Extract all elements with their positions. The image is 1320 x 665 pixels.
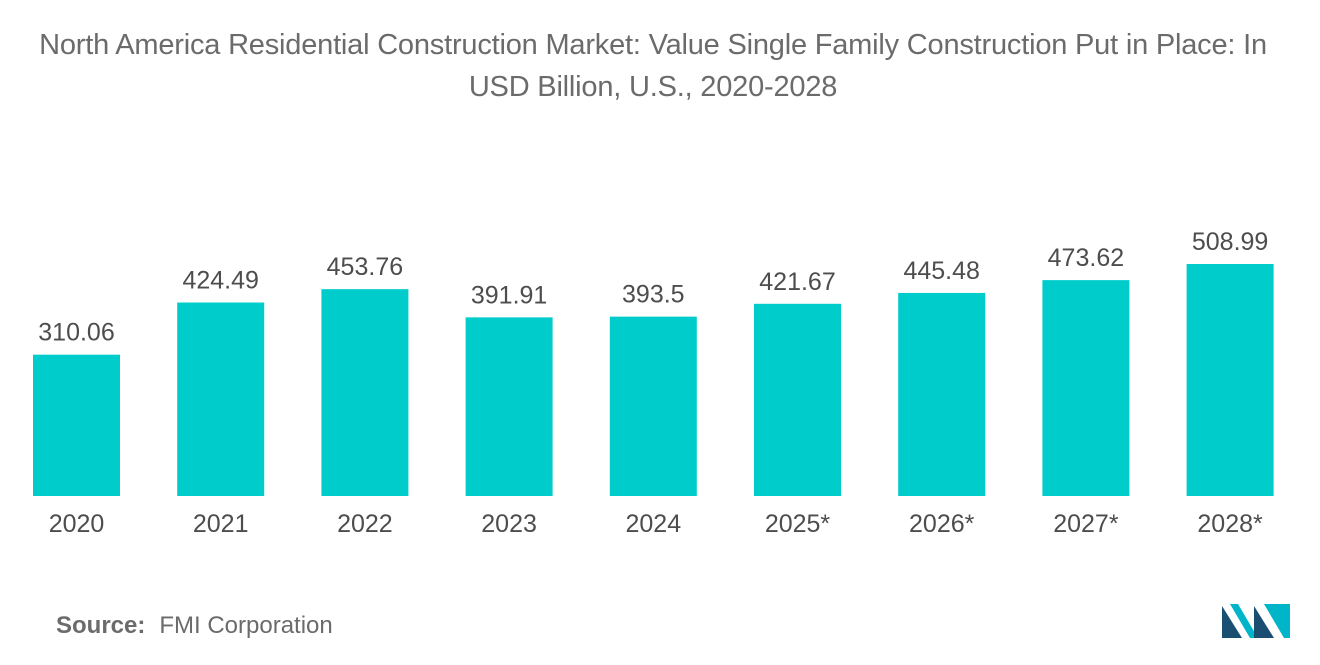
source-note: Source: FMI Corporation bbox=[56, 612, 333, 640]
bar-2024 bbox=[609, 316, 697, 496]
data-label-2024: 393.5 bbox=[622, 281, 685, 309]
x-tick-label-2023: 2023 bbox=[481, 510, 537, 538]
logo-shape-mid2 bbox=[1254, 606, 1274, 638]
x-tick-label-2025-forecast: 2025* bbox=[765, 510, 831, 538]
x-tick-label-2020: 2020 bbox=[49, 510, 105, 538]
bar-chart: 310.06 2020 424.49 2021 453.76 2022 391.91 2023… bbox=[33, 228, 1274, 538]
x-tick-label-2026-forecast: 2026* bbox=[909, 510, 975, 538]
bar-2028-forecast bbox=[1186, 264, 1274, 496]
bar-2025-forecast bbox=[754, 303, 841, 496]
source-text: FMI Corporation bbox=[159, 612, 333, 639]
bar-2026-forecast bbox=[898, 292, 986, 496]
bar-2020 bbox=[33, 354, 120, 496]
data-label-2022: 453.76 bbox=[327, 253, 403, 281]
logo-shape-mid bbox=[1230, 604, 1258, 638]
data-label-2028-forecast: 508.99 bbox=[1192, 228, 1268, 256]
x-tick-label-2027-forecast: 2027* bbox=[1053, 510, 1119, 538]
data-label-2023: 391.91 bbox=[471, 281, 547, 309]
bar-2021 bbox=[177, 302, 265, 496]
x-tick-label-2024: 2024 bbox=[625, 510, 681, 538]
data-label-2025-forecast: 421.67 bbox=[759, 268, 835, 296]
data-label-2021: 424.49 bbox=[182, 267, 258, 295]
chart-title: North America Residential Construction M… bbox=[39, 29, 1267, 103]
x-tick-label-2022: 2022 bbox=[337, 510, 393, 538]
bar-2022 bbox=[321, 289, 409, 496]
data-label-2027-forecast: 473.62 bbox=[1048, 244, 1124, 272]
source-label: Source: bbox=[56, 612, 146, 639]
mordor-intelligence-logo-icon bbox=[1222, 604, 1290, 638]
bar-2023 bbox=[465, 317, 553, 496]
data-label-2020: 310.06 bbox=[38, 319, 114, 347]
logo-shape-right bbox=[1264, 604, 1290, 638]
x-tick-label-2028-forecast: 2028* bbox=[1197, 510, 1263, 538]
data-label-2026-forecast: 445.48 bbox=[903, 257, 979, 285]
bar-2027-forecast bbox=[1042, 280, 1130, 496]
x-tick-label-2021: 2021 bbox=[193, 510, 249, 538]
logo-shape-left bbox=[1222, 606, 1242, 638]
